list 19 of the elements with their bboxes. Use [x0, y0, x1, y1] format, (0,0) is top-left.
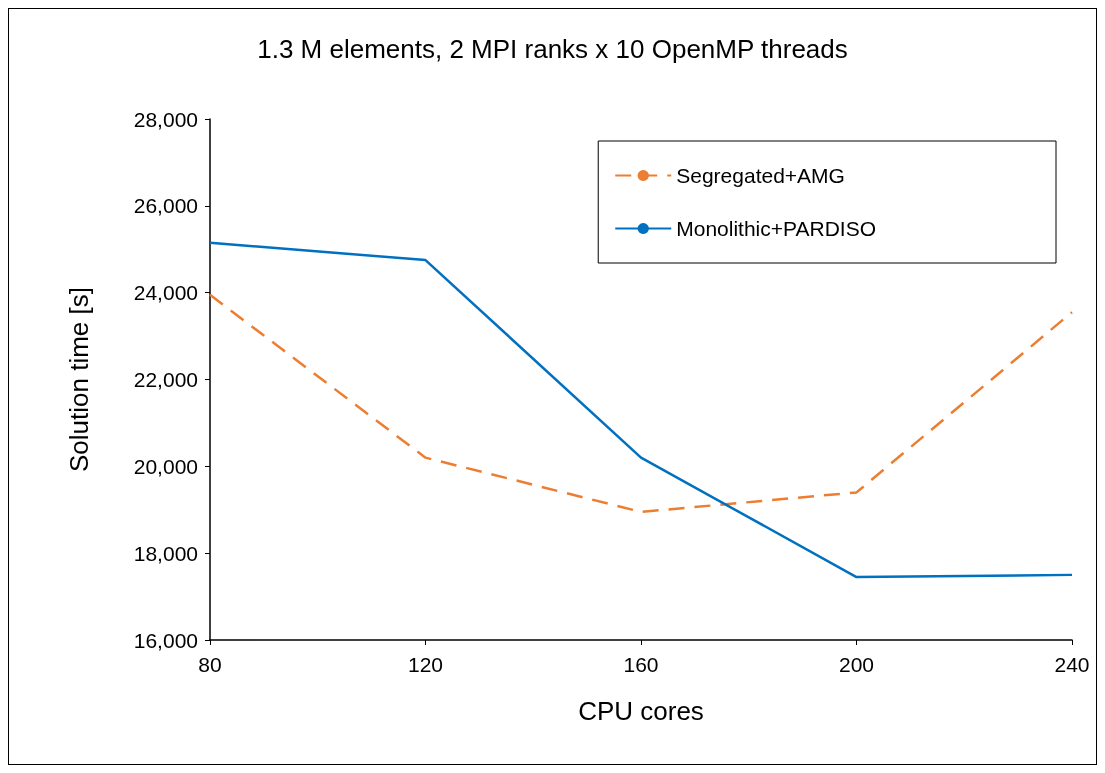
chart-title: 1.3 M elements, 2 MPI ranks x 10 OpenMP threads: [257, 34, 848, 64]
y-tick-label: 16,000: [133, 628, 198, 652]
y-axis-title: Solution time [s]: [64, 287, 94, 472]
x-tick-label: 80: [198, 653, 222, 676]
legend-label: Monolithic+PARDISO: [676, 217, 877, 240]
legend-label: Segregated+AMG: [676, 164, 845, 187]
line-series: [208, 241, 1074, 579]
y-tick-label: 26,000: [133, 194, 198, 218]
y-tick-label: 20,000: [133, 454, 198, 478]
y-tick-label: 22,000: [133, 368, 198, 391]
y-tick-label: 24,000: [133, 281, 198, 305]
x-tick-label: 160: [623, 653, 659, 676]
x-tick-label: 200: [838, 653, 875, 676]
line-series: [208, 293, 1074, 514]
x-tick-label: 120: [407, 653, 444, 676]
y-tick-label: 28,000: [133, 107, 198, 131]
x-axis-title: CPU cores: [578, 696, 704, 726]
x-tick-label: 240: [1054, 653, 1090, 676]
y-tick-label: 18,000: [133, 541, 198, 565]
